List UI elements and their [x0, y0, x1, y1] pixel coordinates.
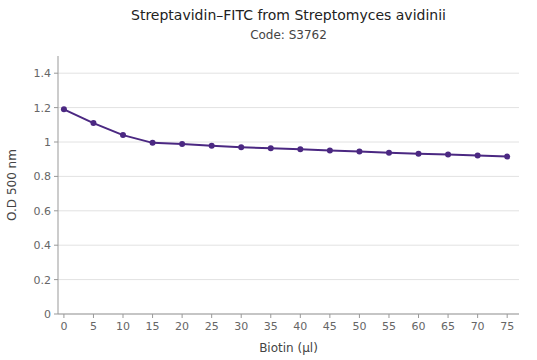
- axes: 0 0.2 0.4 0.6 0.8 1 1.2 1.4 0 5 10 15 20 25 30 35 40 45 50…: [34, 56, 520, 333]
- y-tick: [54, 210, 58, 211]
- x-tick: [123, 314, 124, 318]
- plot-area: [61, 106, 510, 159]
- y-tick: [54, 279, 58, 280]
- point: [356, 148, 362, 154]
- x-tick-label: 65: [441, 320, 455, 333]
- x-tick: [63, 314, 64, 318]
- point: [150, 140, 156, 146]
- grid-line: [58, 314, 519, 315]
- grid-line: [58, 176, 519, 177]
- x-tick: [241, 314, 242, 318]
- point: [297, 146, 303, 152]
- point: [475, 152, 481, 158]
- x-tick-label: 30: [234, 320, 248, 333]
- point: [416, 151, 422, 157]
- title: Streptavidin–FITC from Streptomyces avid…: [131, 7, 446, 23]
- y-tick: [54, 176, 58, 177]
- x-tick-label: 40: [293, 320, 307, 333]
- x-tick: [359, 314, 360, 318]
- x-tick-label: 35: [264, 320, 278, 333]
- chart-svg: Streptavidin–FITC from Streptomyces avid…: [0, 0, 537, 360]
- y-axis-label: O.D 500 nm: [5, 149, 19, 221]
- x-tick-label: 10: [116, 320, 130, 333]
- y-tick-label: 0.4: [34, 239, 52, 252]
- x-tick-label: 60: [412, 320, 426, 333]
- x-tick-label: 20: [175, 320, 189, 333]
- x-axis-line: [58, 314, 519, 315]
- point: [209, 143, 215, 149]
- grid-line: [58, 107, 519, 108]
- y-tick-label: 0: [44, 308, 51, 321]
- x-tick-label: 45: [323, 320, 337, 333]
- chart-container: Streptavidin–FITC from Streptomyces avid…: [0, 0, 537, 360]
- y-tick-label: 1.2: [34, 102, 52, 115]
- x-tick-label: 55: [382, 320, 396, 333]
- y-tick-label: 0.8: [34, 170, 52, 183]
- x-tick: [182, 314, 183, 318]
- y-axis-line: [58, 56, 59, 314]
- x-tick-label: 70: [471, 320, 485, 333]
- grid-line: [58, 142, 519, 143]
- point: [120, 132, 126, 138]
- y-tick-label: 0.2: [34, 274, 52, 287]
- grid-line: [58, 245, 519, 246]
- x-tick: [477, 314, 478, 318]
- x-tick-label: 25: [205, 320, 219, 333]
- point: [504, 154, 510, 160]
- x-tick-label: 0: [60, 320, 67, 333]
- x-tick-label: 5: [90, 320, 97, 333]
- x-tick: [388, 314, 389, 318]
- x-tick: [152, 314, 153, 318]
- point: [238, 144, 244, 150]
- y-tick-label: 0.6: [34, 205, 52, 218]
- x-tick: [270, 314, 271, 318]
- grid-line: [58, 210, 519, 211]
- point: [179, 141, 185, 147]
- x-tick: [507, 314, 508, 318]
- x-tick-label: 50: [352, 320, 366, 333]
- x-tick: [418, 314, 419, 318]
- x-tick-label: 15: [146, 320, 160, 333]
- x-tick-label: 75: [500, 320, 514, 333]
- x-tick: [448, 314, 449, 318]
- x-tick: [93, 314, 94, 318]
- subtitle: Code: S3762: [250, 28, 327, 42]
- grid: [58, 73, 519, 314]
- grid-line: [58, 73, 519, 74]
- grid-line: [58, 279, 519, 280]
- y-tick-label: 1.4: [34, 67, 52, 80]
- point: [386, 150, 392, 156]
- y-tick-label: 1: [44, 136, 51, 149]
- y-tick: [54, 314, 58, 315]
- point: [268, 145, 274, 151]
- point: [445, 151, 451, 157]
- x-axis-label: Biotin (µl): [259, 341, 318, 355]
- y-tick: [54, 245, 58, 246]
- y-tick: [54, 73, 58, 74]
- x-tick: [329, 314, 330, 318]
- point: [90, 120, 96, 126]
- line: [64, 109, 507, 156]
- x-tick: [211, 314, 212, 318]
- point: [327, 148, 333, 154]
- y-tick: [54, 107, 58, 108]
- x-tick: [300, 314, 301, 318]
- point: [61, 106, 67, 112]
- y-tick: [54, 142, 58, 143]
